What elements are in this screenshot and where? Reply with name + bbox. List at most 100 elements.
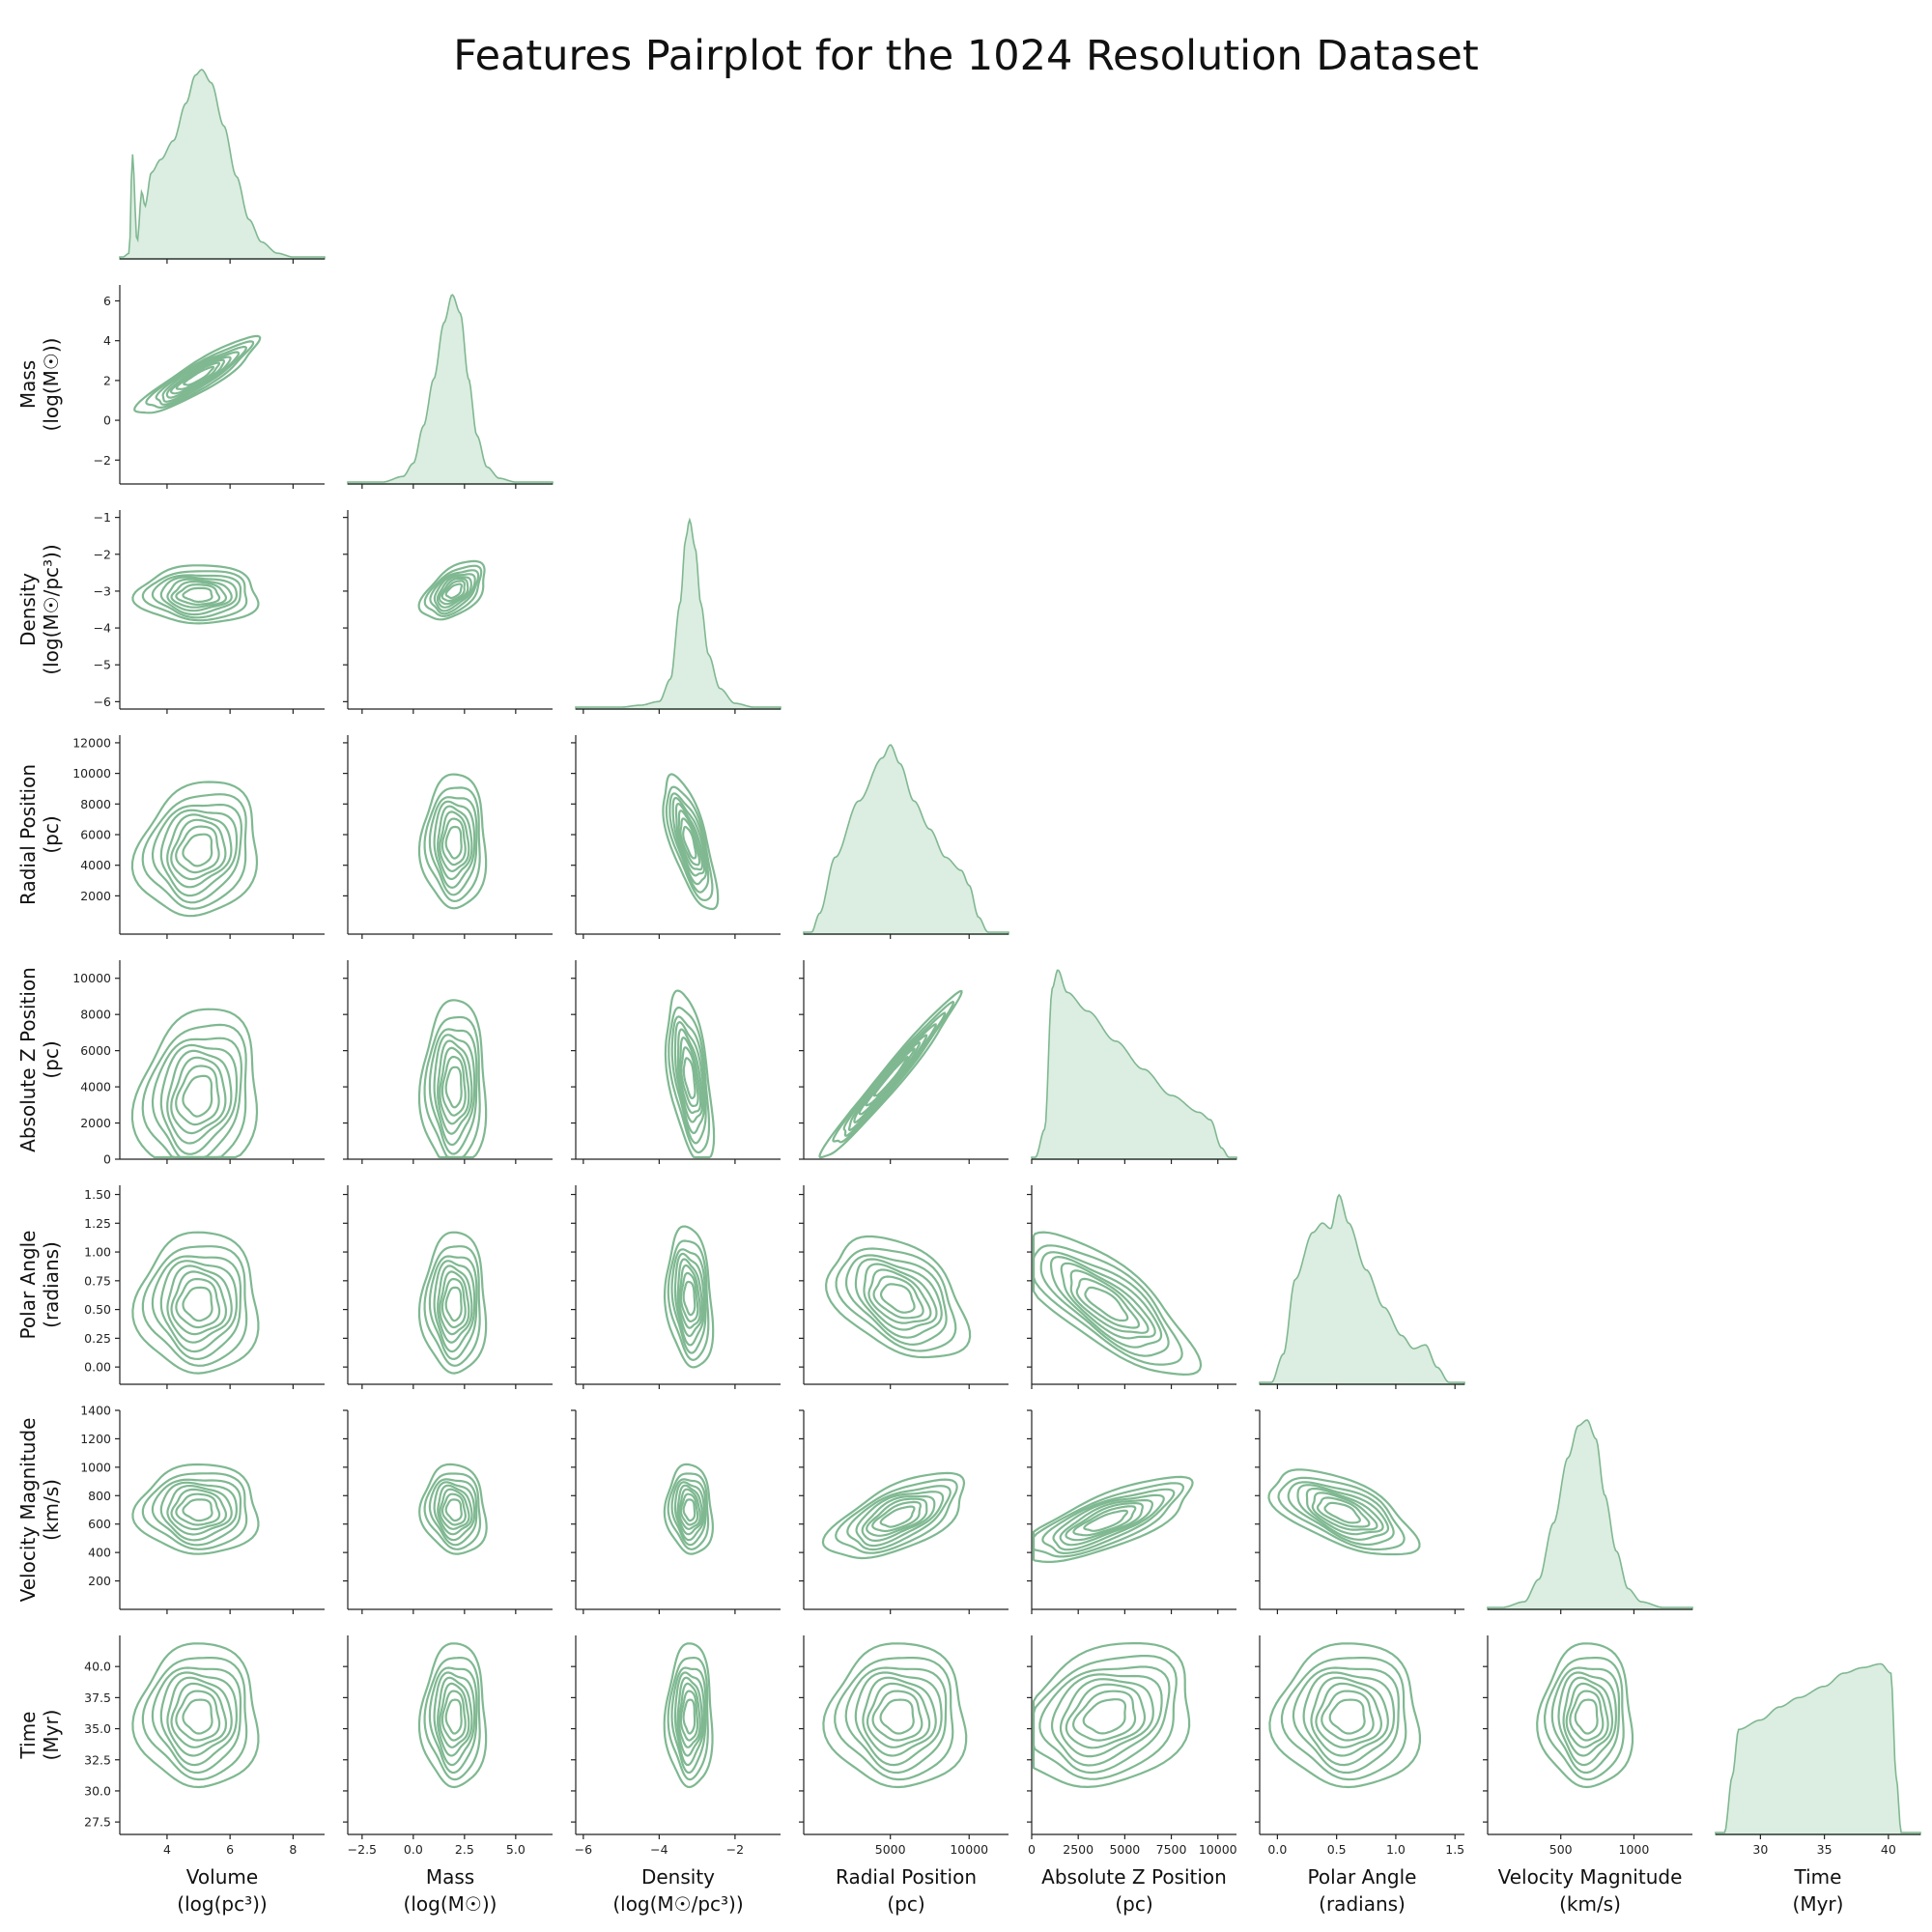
contour-line: [444, 1065, 463, 1109]
y-axis-label-density: Density: [16, 573, 40, 646]
contour-panel-time-vs-absz: [1032, 1642, 1191, 1789]
axes-2-1: [343, 510, 553, 714]
contour-line: [440, 1277, 467, 1329]
contour-line: [1569, 1690, 1605, 1742]
y-tick-label: 4: [103, 333, 111, 348]
axes-7-4: 0 2500 5000 7500 10000: [1027, 1635, 1237, 1857]
contour-line: [842, 1011, 947, 1137]
axes-1-0: −2 0 2 4 6: [94, 285, 325, 489]
y-tick-label: −3: [94, 583, 111, 598]
y-tick-label: 8000: [80, 797, 111, 811]
x-tick-label: 1.0: [1386, 1842, 1406, 1857]
contour-line: [159, 1260, 239, 1353]
x-axis-unit-polar: (radians): [1319, 1892, 1406, 1916]
x-axis-label-radial: Radial Position: [836, 1865, 977, 1889]
diag-panel-velocity: [1487, 1419, 1693, 1610]
contour-panel-velocity-vs-absz: [1032, 1475, 1194, 1563]
axes-5-1: [343, 1185, 553, 1389]
contour-line: [439, 1270, 470, 1336]
contour-line: [437, 1484, 473, 1536]
contour-line: [440, 1055, 467, 1117]
contour-line: [844, 1666, 948, 1775]
contour-line: [429, 569, 480, 615]
contour-line: [676, 1258, 704, 1338]
contour-panel-polar-vs-volume: [131, 1231, 260, 1375]
contour-line: [423, 564, 483, 617]
contour-line: [834, 1657, 954, 1781]
contour-line: [879, 1283, 916, 1314]
diag-panel-mass: [347, 294, 554, 485]
contour-line: [673, 1481, 706, 1542]
contour-line: [159, 1043, 239, 1155]
contour-line: [879, 1505, 916, 1528]
contour-line: [679, 1492, 699, 1526]
x-axis-unit-velocity: (km/s): [1559, 1892, 1621, 1916]
contour-line: [159, 1481, 239, 1542]
contour-panel-radial-vs-mass: [417, 773, 488, 910]
contour-line: [682, 1280, 696, 1317]
y-tick-label: 4000: [80, 858, 111, 872]
contour-line: [161, 351, 241, 403]
y-tick-label: 0: [103, 1152, 111, 1167]
contour-line: [131, 1642, 260, 1789]
diag-panel-time: [1715, 1662, 1921, 1835]
contour-line: [439, 1488, 470, 1530]
x-tick-label: 7500: [1156, 1842, 1187, 1857]
contour-line: [423, 1245, 481, 1367]
contour-line: [673, 1671, 706, 1767]
axes-6-4: [1027, 1409, 1236, 1614]
x-tick-label: 0.5: [1327, 1842, 1347, 1857]
y-axis-unit-velocity: (km/s): [40, 1479, 63, 1541]
contour-panel-velocity-vs-radial: [821, 1471, 966, 1560]
contour-line: [170, 1488, 227, 1531]
axes-3-0: 2000 4000 6000 8000 10000 12000: [72, 735, 325, 939]
contour-line: [682, 825, 697, 860]
contour-line: [667, 1657, 709, 1781]
chart-title: Features Pairplot for the 1024 Resolutio…: [453, 32, 1478, 80]
y-axis-label-absz: Absolute Z Position: [16, 967, 40, 1152]
contour-line: [822, 1642, 968, 1789]
y-tick-label: 10000: [72, 766, 111, 781]
y-tick-label: 1000: [80, 1460, 111, 1474]
contour-panel-time-vs-polar: [1268, 1642, 1421, 1789]
axes-4-2: [571, 960, 781, 1164]
contour-line: [1032, 1482, 1185, 1558]
contour-line: [428, 1666, 478, 1775]
y-tick-label: 0: [103, 413, 111, 428]
contour-line: [182, 833, 213, 867]
contour-line: [182, 1286, 213, 1322]
y-tick-label: 2000: [80, 1116, 111, 1130]
y-tick-label: 800: [88, 1489, 111, 1503]
contour-line: [1315, 1682, 1383, 1748]
contour-line: [1049, 1255, 1163, 1349]
contour-line: [682, 1057, 696, 1099]
contour-line: [151, 803, 243, 904]
contour-line: [440, 1492, 468, 1526]
contour-line: [1550, 1666, 1621, 1775]
contour-line: [141, 1023, 247, 1159]
contour-line: [151, 1037, 243, 1159]
contour-line: [130, 781, 259, 918]
contour-line: [662, 773, 720, 911]
axes-5-4: [1027, 1185, 1236, 1389]
x-tick-label: 10000: [1199, 1842, 1237, 1857]
contour-line: [871, 1690, 923, 1742]
y-tick-label: 32.5: [84, 1752, 111, 1767]
contour-line: [436, 576, 472, 609]
contour-line: [141, 1472, 248, 1550]
contour-line: [1039, 1251, 1170, 1357]
contour-line: [182, 1074, 213, 1118]
x-tick-label: 1.5: [1445, 1842, 1464, 1857]
x-axis-unit-density: (log(M☉/pc³)): [612, 1892, 743, 1916]
contour-line: [673, 1020, 706, 1135]
contour-line: [145, 340, 255, 410]
axes-1-1: [348, 483, 553, 489]
contour-line: [417, 773, 488, 910]
contour-line: [433, 1481, 476, 1542]
contour-line: [166, 578, 233, 612]
diag-panel-polar: [1259, 1193, 1465, 1385]
contour-line: [861, 1494, 936, 1542]
y-axis-unit-absz: (pc): [40, 1040, 63, 1078]
contour-line: [1292, 1666, 1400, 1775]
x-tick-label: −2.5: [348, 1842, 377, 1857]
